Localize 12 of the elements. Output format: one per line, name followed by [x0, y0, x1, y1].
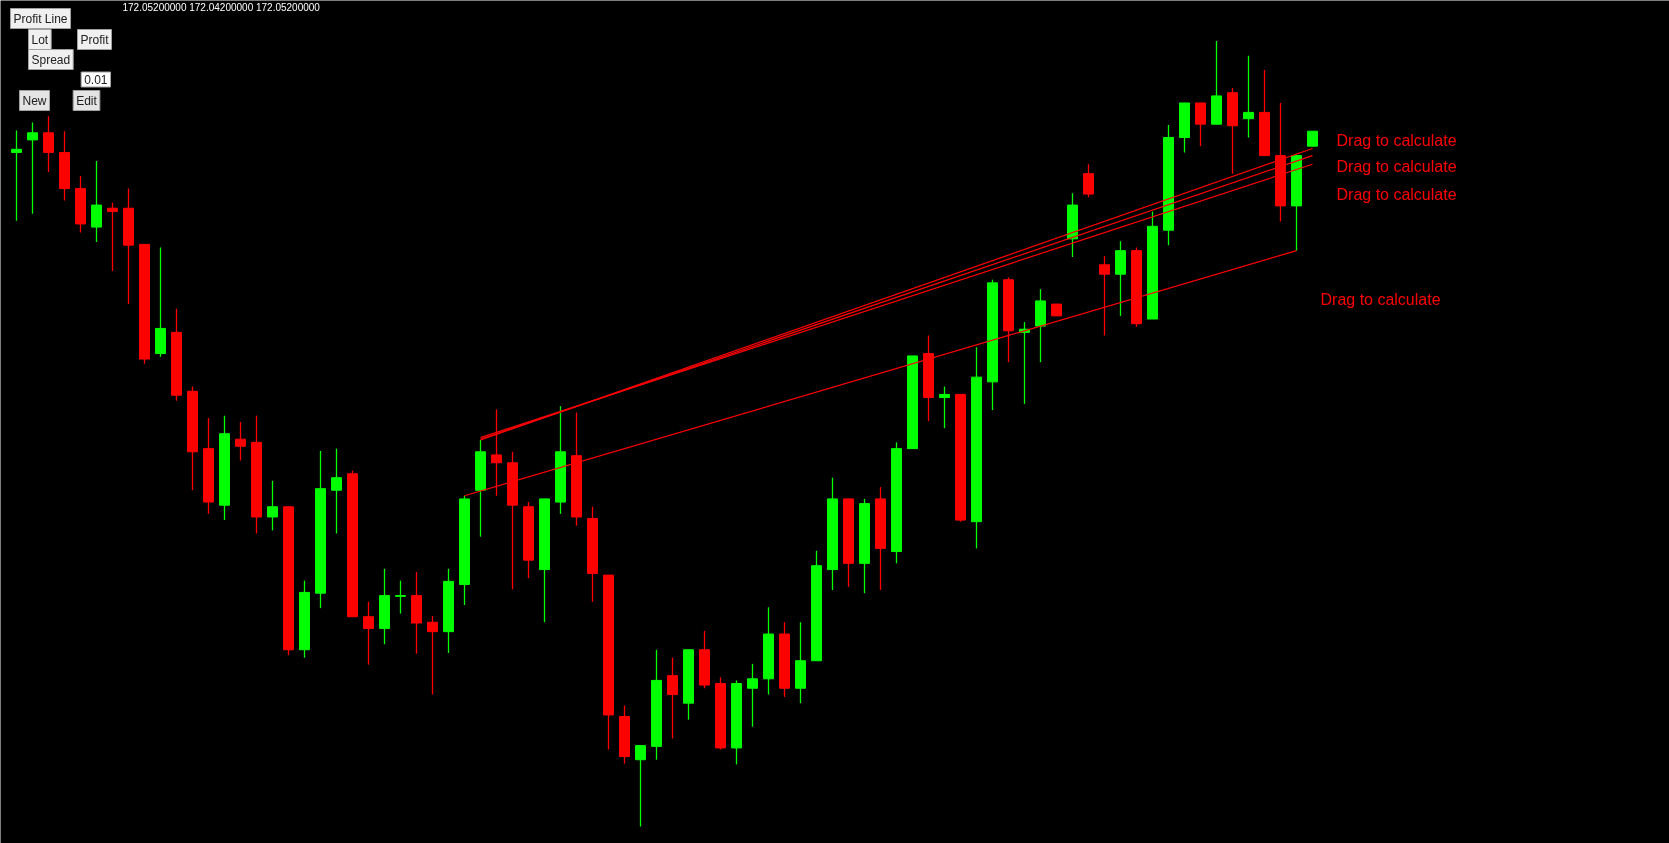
text: Drag to calculate [1336, 185, 1457, 203]
series-label: Drag to calculate [1336, 132, 1457, 150]
annotation: New [22, 93, 47, 108]
text: Drag to calculate [1320, 291, 1441, 309]
text: Profit Line [13, 11, 68, 26]
annotation: Edit [76, 93, 98, 108]
annotation: 0.01 [84, 73, 108, 87]
annotation: Lot [31, 32, 49, 47]
annotation: Spread [31, 52, 71, 67]
annotation: Profit [80, 32, 110, 47]
text: 172.05200000 172.04200000 172.05200000 [122, 1, 321, 13]
series-label: Drag to calculate [1336, 158, 1457, 176]
